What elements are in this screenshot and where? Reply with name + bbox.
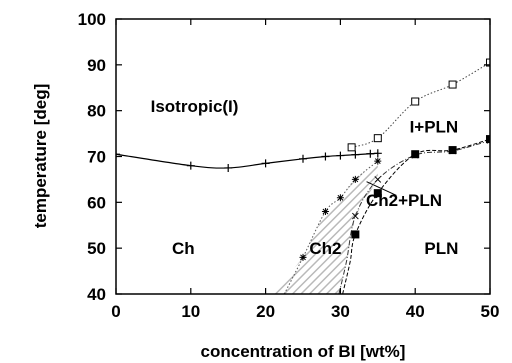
cross-marker [411, 151, 419, 159]
open-square-marker [486, 58, 490, 67]
plus-marker [321, 152, 330, 161]
region-label: Ch [172, 239, 195, 258]
y-tick-label: 90 [87, 56, 106, 75]
plus-marker [224, 163, 233, 172]
plus-marker [116, 150, 120, 159]
open-square-marker [347, 143, 356, 152]
region-label: Ch2 [309, 239, 341, 258]
open-square-marker [373, 134, 382, 143]
x-tick-label: 50 [481, 302, 500, 321]
x-tick-label: 10 [181, 302, 200, 321]
y-tick-label: 70 [87, 148, 106, 167]
plus-marker [336, 151, 345, 160]
cross-marker [374, 176, 382, 183]
y-tick-label: 80 [87, 102, 106, 121]
plus-marker [351, 150, 360, 159]
filled-square-marker [351, 230, 360, 239]
x-tick-label: 30 [331, 302, 350, 321]
asterisk-marker [336, 194, 344, 202]
isotropic-i-pln-boundary-line [351, 62, 490, 148]
pln-boundary-line [342, 138, 490, 294]
y-tick-label: 40 [87, 285, 106, 304]
asterisk-marker [351, 175, 359, 183]
region-label: Isotropic(I) [151, 97, 239, 116]
ch-isotropic-boundary-line [116, 152, 378, 169]
y-tick-label: 100 [78, 10, 106, 29]
plus-marker [373, 149, 382, 158]
filled-square-marker [448, 146, 457, 155]
cross-marker [486, 137, 490, 144]
x-axis-title: concentration of BI [wt%] [201, 342, 406, 361]
y-tick-label: 50 [87, 239, 106, 258]
asterisk-marker [299, 253, 307, 261]
plus-marker [261, 159, 270, 168]
asterisk-marker [321, 208, 329, 215]
cross-marker [449, 147, 456, 155]
x-tick-label: 20 [256, 302, 275, 321]
plot-area [116, 58, 490, 294]
ch2-hatched-region [273, 161, 378, 294]
ch2-pln-leader-line [366, 181, 397, 196]
axes: 0 10 20 30 40 50 40 50 60 70 80 90 100 [78, 10, 500, 321]
region-labels: Isotropic(I) I+PLN Ch2+PLN Ch Ch2 PLN [151, 97, 459, 258]
plus-marker [366, 149, 375, 158]
plus-marker [299, 154, 307, 163]
plot-clip-group [116, 58, 490, 294]
y-tick-label: 60 [87, 193, 106, 212]
open-square-marker [411, 97, 420, 106]
filled-square-marker [373, 189, 382, 198]
region-label: Ch2+PLN [366, 191, 442, 210]
asterisk-marker [374, 157, 382, 165]
ch2-right-boundary-line [338, 139, 490, 294]
x-tick-label: 40 [406, 302, 425, 321]
filled-square-marker [411, 150, 420, 159]
open-square-marker [448, 80, 457, 89]
plus-marker [186, 161, 195, 170]
region-label: PLN [424, 239, 458, 258]
y-axis-title: temperature [deg] [31, 84, 50, 229]
x-tick-label: 0 [111, 302, 120, 321]
cross-marker [352, 212, 359, 220]
region-label: I+PLN [410, 118, 459, 137]
